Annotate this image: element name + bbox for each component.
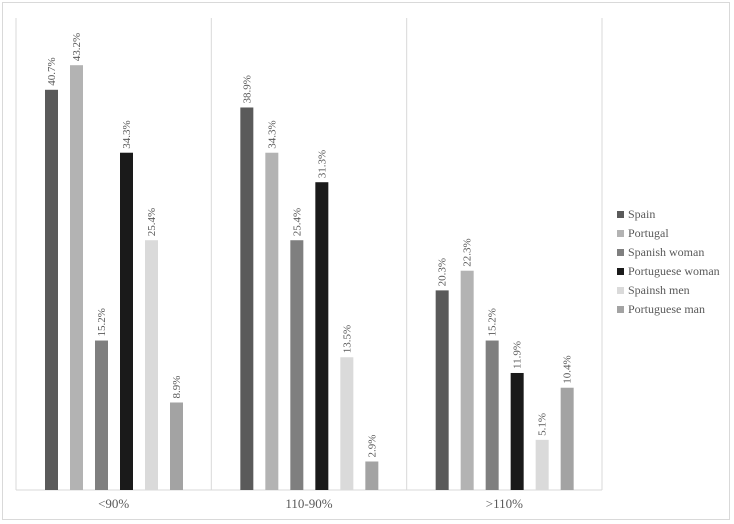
data-label: 13.5% [341,325,353,353]
bar [265,152,279,490]
data-label: 43.2% [71,33,83,61]
bar [560,387,574,490]
bar [485,340,499,490]
data-label: 10.4% [562,355,574,383]
legend-label: Portuguese woman [628,263,720,278]
bar [510,372,524,490]
legend-swatch [617,286,624,294]
legend-label: Portugal [628,225,669,240]
legend-swatch [617,305,624,313]
data-label: 15.2% [487,308,499,336]
legend-item: Spanish woman [617,244,720,260]
legend-swatch [617,267,624,275]
bar [70,65,83,490]
bar [460,270,474,490]
bar [435,290,449,490]
data-label: 40.7% [46,57,58,85]
bar [340,357,354,490]
data-label: 38.9% [241,75,253,103]
legend-item: Portuguese man [617,301,720,317]
legend-label: Portuguese man [628,301,705,316]
legend: Spain Portugal Spanish woman Portuguese wom… [617,206,720,320]
data-label: 31.3% [316,150,328,178]
labels-layer: 40.7% 43.2% 15.2% 34.3% 25.4% 8.9% 38.9% 34.3% 2… [46,33,574,458]
bar [315,182,329,490]
bar [95,340,108,490]
legend-item: Portuguese woman [617,263,720,279]
bar [240,107,254,490]
legend-item: Spainsh men [617,282,720,298]
data-label: 11.9% [512,341,524,369]
x-tick-label: <90% [98,496,129,511]
legend-label: Spainsh men [628,282,690,297]
legend-swatch [617,248,624,256]
bar [170,402,183,490]
bar [145,240,158,490]
legend-item: Portugal [617,225,720,241]
x-tick-label: >110% [486,496,523,511]
bar [45,89,58,491]
legend-label: Spanish woman [628,244,705,259]
legend-item: Spain [617,206,720,222]
x-tick-label: 110-90% [285,496,332,511]
x-axis-ticks: <90% 110-90% >110% [98,496,523,511]
legend-label: Spain [628,206,656,221]
data-label: 22.3% [462,238,474,266]
bar [120,152,133,490]
data-label: 25.4% [146,208,158,236]
bar [290,240,304,490]
grid-layer [15,18,603,491]
bar [535,439,549,490]
legend-swatch [617,229,624,237]
data-label: 15.2% [96,308,108,336]
data-label: 20.3% [437,258,449,286]
data-label: 34.3% [266,120,278,148]
bar [365,461,379,490]
bars-layer [45,65,574,491]
data-label: 34.3% [121,120,133,148]
legend-swatch [617,210,624,218]
data-label: 5.1% [537,413,549,436]
data-label: 2.9% [366,435,378,458]
data-label: 8.9% [171,376,183,399]
data-label: 25.4% [291,208,303,236]
